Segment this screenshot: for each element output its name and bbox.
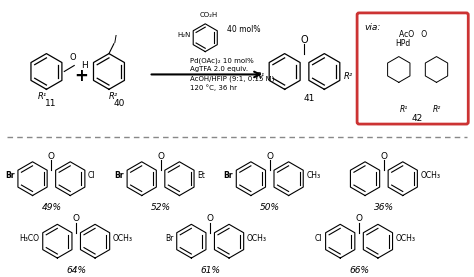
Text: R¹: R¹ bbox=[400, 105, 408, 114]
Text: 41: 41 bbox=[304, 94, 315, 103]
Text: Br: Br bbox=[224, 171, 233, 180]
Text: 64%: 64% bbox=[66, 266, 86, 275]
Text: 36%: 36% bbox=[374, 204, 394, 212]
Text: 120 °C, 36 hr: 120 °C, 36 hr bbox=[191, 84, 237, 91]
Text: OCH₃: OCH₃ bbox=[247, 234, 267, 243]
Text: CH₃: CH₃ bbox=[307, 171, 320, 180]
Text: OCH₃: OCH₃ bbox=[113, 234, 133, 243]
Text: H₂N: H₂N bbox=[177, 32, 191, 38]
Text: 61%: 61% bbox=[200, 266, 220, 275]
Text: HPd: HPd bbox=[395, 39, 410, 48]
Text: O: O bbox=[157, 152, 164, 161]
Text: Et: Et bbox=[197, 171, 205, 180]
Text: O: O bbox=[381, 152, 387, 161]
Text: 40 mol%: 40 mol% bbox=[227, 25, 261, 34]
Text: R²: R² bbox=[344, 72, 354, 81]
Text: O: O bbox=[73, 214, 80, 223]
Text: Br: Br bbox=[5, 171, 15, 180]
Text: Br: Br bbox=[165, 234, 173, 243]
Text: 11: 11 bbox=[45, 99, 56, 108]
Text: AcO   O: AcO O bbox=[399, 30, 427, 39]
Text: 42: 42 bbox=[412, 114, 423, 123]
Text: AcOH/HFIP (9:1, 0.15 M): AcOH/HFIP (9:1, 0.15 M) bbox=[191, 75, 275, 82]
Text: O: O bbox=[356, 214, 363, 223]
Text: CO₂H: CO₂H bbox=[200, 12, 219, 18]
Text: via:: via: bbox=[364, 23, 381, 32]
Text: 52%: 52% bbox=[151, 204, 171, 212]
Text: O: O bbox=[48, 152, 55, 161]
Text: Cl: Cl bbox=[315, 234, 322, 243]
Text: 40: 40 bbox=[113, 99, 125, 108]
Text: O: O bbox=[207, 214, 214, 223]
Text: R²: R² bbox=[109, 92, 118, 101]
Text: Br: Br bbox=[114, 171, 124, 180]
Text: Cl: Cl bbox=[88, 171, 96, 180]
Text: 50%: 50% bbox=[260, 204, 280, 212]
Text: OCH₃: OCH₃ bbox=[396, 234, 416, 243]
Text: H: H bbox=[81, 61, 88, 70]
Text: O: O bbox=[266, 152, 273, 161]
Text: R¹: R¹ bbox=[255, 72, 265, 81]
Text: R¹: R¹ bbox=[38, 92, 47, 101]
Text: 49%: 49% bbox=[41, 204, 62, 212]
Text: O: O bbox=[70, 53, 76, 62]
Text: Pd(OAc)₂ 10 mol%: Pd(OAc)₂ 10 mol% bbox=[191, 58, 254, 64]
Text: 66%: 66% bbox=[349, 266, 369, 275]
Text: R²: R² bbox=[433, 105, 441, 114]
FancyBboxPatch shape bbox=[357, 13, 468, 124]
Text: I: I bbox=[113, 35, 116, 45]
Text: O: O bbox=[301, 35, 308, 45]
Text: OCH₃: OCH₃ bbox=[420, 171, 441, 180]
Text: H₃CO: H₃CO bbox=[19, 234, 39, 243]
Text: AgTFA 2.0 equiv.: AgTFA 2.0 equiv. bbox=[191, 66, 248, 73]
Text: +: + bbox=[74, 67, 88, 85]
